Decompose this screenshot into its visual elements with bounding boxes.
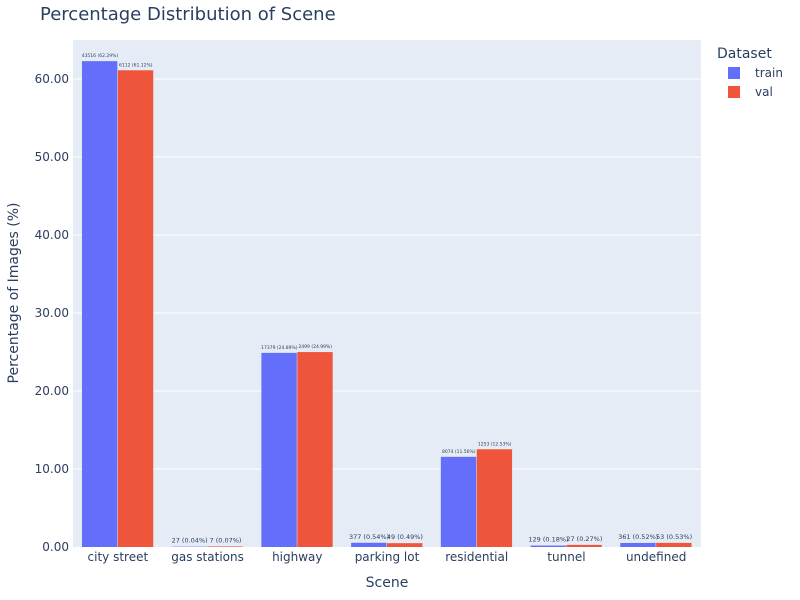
- x-tick-label: undefined: [626, 550, 686, 564]
- y-tick-label: 0.00: [42, 540, 69, 554]
- legend-label-val[interactable]: val: [755, 85, 773, 99]
- bar-train[interactable]: [440, 456, 477, 547]
- bar-data-label: 43516 (62.29%): [82, 53, 119, 59]
- bar-val[interactable]: [387, 543, 423, 547]
- x-tick-label: tunnel: [547, 550, 585, 564]
- bar-data-label: 8074 (11.56%): [442, 449, 476, 455]
- chart-title: Percentage Distribution of Scene: [40, 4, 336, 25]
- y-axis-ticks: 0.00 10.00 20.00 30.00 40.00 50.00 60.00: [35, 72, 69, 554]
- bar-data-label: 49 (0.49%): [387, 533, 423, 541]
- bar-train[interactable]: [530, 545, 566, 547]
- bar-data-label: 377 (0.54%): [349, 533, 389, 541]
- x-axis-ticks: city street gas stations highway parking lo…: [88, 550, 687, 564]
- legend[interactable]: Dataset train val: [717, 46, 783, 99]
- y-axis-title: Percentage of Images (%): [6, 203, 22, 384]
- y-tick-label: 40.00: [35, 228, 69, 242]
- x-axis-title: Scene: [366, 575, 409, 591]
- bar-data-label: 7 (0.07%): [210, 536, 242, 544]
- bar-val[interactable]: [117, 70, 154, 547]
- legend-label-train[interactable]: train: [755, 66, 783, 80]
- bar-val[interactable]: [566, 544, 602, 547]
- x-tick-label: city street: [88, 550, 149, 564]
- y-tick-label: 20.00: [35, 384, 69, 398]
- y-tick-label: 30.00: [35, 306, 69, 320]
- x-tick-label: gas stations: [171, 550, 244, 564]
- y-tick-label: 10.00: [35, 462, 69, 476]
- x-tick-label: parking lot: [355, 550, 420, 564]
- bar-data-label: 27 (0.04%): [172, 537, 208, 545]
- legend-swatch-train[interactable]: [728, 67, 740, 79]
- bar-labels: 43516 (62.29%)6112 (61.12%) 27 (0.04%) 7 (…: [82, 53, 692, 545]
- bar-train[interactable]: [81, 61, 118, 547]
- bar-data-label: 27 (0.27%): [566, 535, 602, 543]
- bar-data-label: 2499 (24.99%): [298, 344, 332, 350]
- x-tick-label: highway: [272, 550, 322, 564]
- bar-data-label: 1253 (12.53%): [478, 441, 512, 447]
- bar-val[interactable]: [476, 449, 513, 547]
- legend-swatch-val[interactable]: [728, 86, 740, 98]
- bar-train[interactable]: [351, 542, 387, 547]
- y-tick-label: 60.00: [35, 72, 69, 86]
- y-tick-label: 50.00: [35, 150, 69, 164]
- bar-train[interactable]: [620, 542, 656, 547]
- bar-train[interactable]: [261, 352, 297, 547]
- legend-title: Dataset: [717, 46, 772, 62]
- legend-items: train val: [728, 66, 783, 99]
- bar-data-label: 6112 (61.12%): [119, 62, 153, 68]
- bar-val[interactable]: [297, 352, 333, 547]
- bar-val[interactable]: [656, 542, 692, 547]
- bar-val[interactable]: [207, 546, 243, 547]
- x-tick-label: residential: [445, 550, 508, 564]
- bar-data-label: 129 (0.18%): [528, 536, 568, 544]
- bar-data-label: 361 (0.52%): [618, 533, 658, 541]
- bars: [81, 61, 692, 547]
- gridlines: [73, 78, 701, 470]
- bar-data-label: 17379 (24.89%): [261, 345, 298, 351]
- plot-background: [73, 40, 701, 547]
- bar-data-label: 53 (0.53%): [656, 533, 692, 541]
